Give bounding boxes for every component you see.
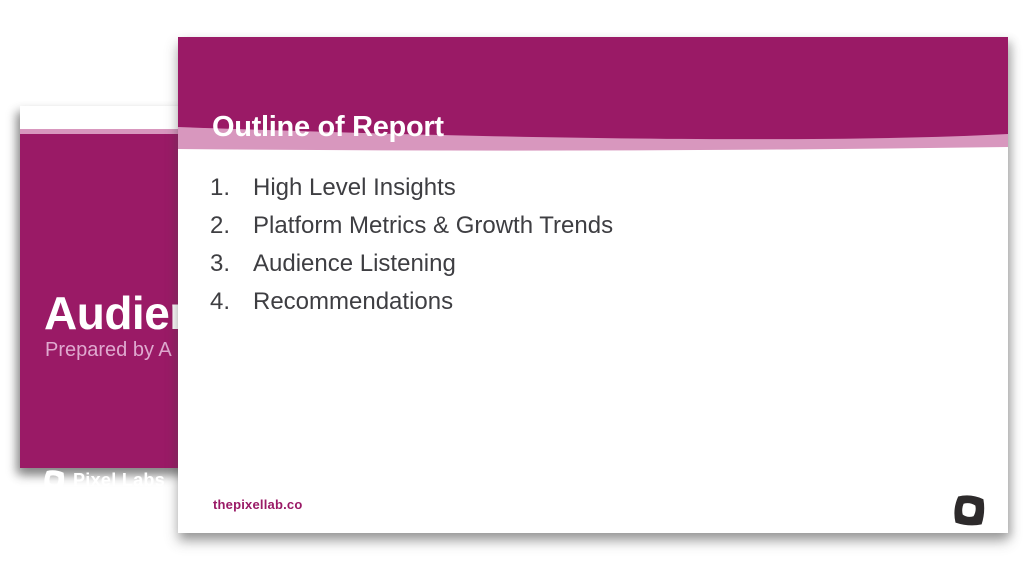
list-item-number: 4.	[210, 288, 231, 315]
list-item-number: 1.	[210, 174, 231, 201]
pixel-labs-logo-icon	[42, 468, 66, 492]
slide-title: Outline of Report	[212, 111, 444, 143]
pixel-labs-logo-icon	[951, 492, 987, 528]
list-item-number: 2.	[210, 212, 231, 239]
front-slide[interactable]: Outline of Report 1. High Level Insights…	[178, 37, 1008, 533]
list-item: 3. Audience Listening	[210, 245, 613, 283]
list-item-text: Audience Listening	[253, 250, 456, 277]
list-item-number: 3.	[210, 250, 231, 277]
pixel-labs-logo: Pixel Labs	[42, 468, 165, 492]
slide-header-swoosh	[178, 37, 1008, 151]
list-item-text: Recommendations	[253, 288, 454, 315]
list-item: 4. Recommendations	[210, 283, 613, 321]
list-item-text: Platform Metrics & Growth Trends	[253, 212, 614, 239]
list-item: 2. Platform Metrics & Growth Trends	[210, 207, 613, 245]
pixel-labs-logo-text: Pixel Labs	[73, 469, 166, 490]
footer-url[interactable]: thepixellab.co	[213, 497, 303, 512]
list-item-text: High Level Insights	[253, 174, 456, 201]
back-slide-subtitle: Prepared by A	[45, 339, 172, 361]
outline-list: 1. High Level Insights 2. Platform Metri…	[210, 169, 613, 321]
list-item: 1. High Level Insights	[210, 169, 613, 207]
